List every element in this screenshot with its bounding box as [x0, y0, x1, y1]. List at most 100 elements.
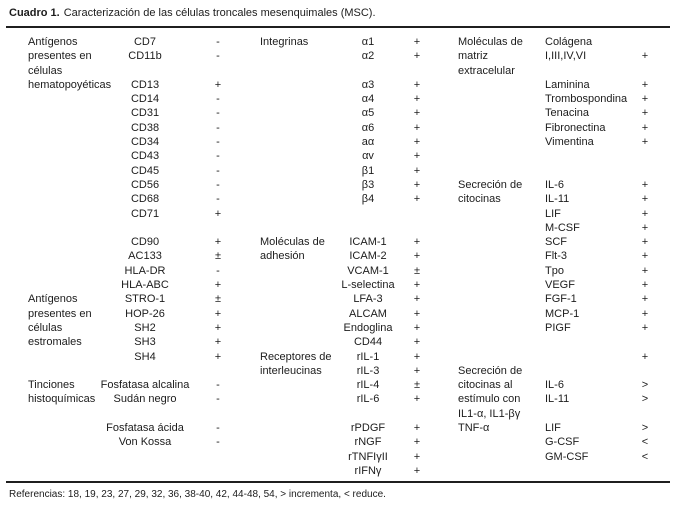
- s1-value: -: [216, 193, 220, 206]
- s1-category-label: presentes en: [28, 307, 92, 320]
- s3-item-label: VEGF: [545, 279, 575, 292]
- s1-value: -: [216, 393, 220, 406]
- s3-item-label: Colágena: [545, 36, 593, 48]
- s3-value: +: [641, 178, 649, 191]
- s1-item-label: HOP-26: [125, 307, 165, 320]
- s1-category-label: células: [28, 64, 63, 77]
- s3-category-label: TNF-α: [458, 422, 490, 435]
- s1-category-label: Tinciones: [28, 379, 75, 392]
- s3-item-label: I,III,IV,VI: [545, 50, 587, 63]
- s1-item-label: AC133: [128, 250, 162, 263]
- s2-item-label: rNGF: [354, 436, 382, 449]
- s2-value: +: [413, 336, 421, 349]
- s3-value: +: [641, 350, 649, 363]
- s1-value: -: [216, 264, 220, 277]
- s2-value: +: [413, 107, 421, 120]
- s1-value: +: [214, 78, 222, 91]
- s2-value: +: [413, 350, 421, 363]
- s1-value: +: [214, 279, 222, 292]
- s3-item-label: SCF: [545, 236, 567, 249]
- s2-value: +: [413, 136, 421, 149]
- s3-value: +: [641, 107, 649, 120]
- s1-category-label: células: [28, 321, 63, 334]
- s1-value: -: [216, 36, 220, 48]
- s1-value: -: [216, 178, 220, 191]
- s3-item-label: Tpo: [545, 264, 564, 277]
- s3-item-label: FGF-1: [545, 293, 577, 306]
- s2-value: +: [413, 236, 421, 249]
- references-note: Referencias: 18, 19, 23, 27, 29, 32, 36,…: [9, 489, 386, 500]
- s1-item-label: Fosfatasa alcalina: [100, 379, 190, 392]
- s2-value: ±: [413, 264, 421, 277]
- s3-value: >: [641, 422, 649, 435]
- s1-value: +: [214, 207, 222, 220]
- s2-value: +: [413, 307, 421, 320]
- s2-value: +: [413, 50, 421, 63]
- s1-category-label: Antígenos: [28, 293, 78, 306]
- s2-item-label: rIL-1: [356, 350, 380, 363]
- s3-value: +: [641, 207, 649, 220]
- s2-item-label: aα: [361, 136, 375, 149]
- s1-value: +: [214, 321, 222, 334]
- s3-value: +: [641, 264, 649, 277]
- s1-category-label: estromales: [28, 336, 82, 349]
- s3-value: <: [641, 450, 649, 463]
- s3-item-label: Fibronectina: [545, 121, 606, 134]
- s2-item-label: rTNFIγII: [348, 450, 388, 463]
- s2-value: +: [413, 364, 421, 377]
- s3-item-label: Flt-3: [545, 250, 567, 263]
- s2-value: +: [413, 279, 421, 292]
- s1-value: -: [216, 436, 220, 449]
- s2-item-label: α1: [361, 36, 375, 48]
- s1-item-label: CD38: [130, 121, 160, 134]
- s3-category-label: estímulo con: [458, 393, 521, 406]
- s2-item-label: rPDGF: [350, 422, 386, 435]
- s3-value: +: [641, 279, 649, 292]
- s3-value: <: [641, 436, 649, 449]
- s2-item-label: rIL-6: [356, 393, 380, 406]
- s3-item-label: G-CSF: [545, 436, 580, 449]
- bottom-rule: [6, 481, 670, 483]
- s2-value: +: [413, 321, 421, 334]
- s3-category-label: Moléculas de: [458, 36, 523, 48]
- s1-item-label: CD14: [130, 93, 160, 106]
- s2-item-label: rIL-3: [356, 364, 380, 377]
- s1-value: +: [214, 336, 222, 349]
- s2-item-label: LFA-3: [353, 293, 383, 306]
- s2-item-label: L-selectina: [341, 279, 395, 292]
- s1-item-label: CD13: [130, 78, 160, 91]
- s3-value: >: [641, 379, 649, 392]
- s2-value: +: [413, 164, 421, 177]
- s3-value: +: [641, 78, 649, 91]
- s2-value: +: [413, 393, 421, 406]
- s3-item-label: PIGF: [545, 321, 571, 334]
- s1-item-label: STRO-1: [124, 293, 166, 306]
- s1-item-label: CD7: [133, 36, 156, 48]
- s1-value: -: [216, 136, 220, 149]
- s2-item-label: ALCAM: [349, 307, 387, 320]
- s2-value: +: [413, 193, 421, 206]
- s2-item-label: α2: [361, 50, 375, 63]
- s1-item-label: Fosfatasa ácida: [106, 422, 184, 435]
- s3-value: +: [641, 250, 649, 263]
- s2-category-label: Receptores de: [260, 350, 332, 363]
- s2-value: +: [413, 250, 421, 263]
- s2-value: +: [413, 93, 421, 106]
- s1-item-label: CD45: [130, 164, 160, 177]
- s1-item-label: Von Kossa: [118, 436, 172, 449]
- s3-item-label: IL-11: [545, 193, 570, 206]
- s2-value: +: [413, 293, 421, 306]
- s2-category-label: adhesión: [260, 250, 305, 263]
- s2-category-label: Integrinas: [260, 36, 309, 48]
- s1-value: +: [214, 236, 222, 249]
- s1-item-label: CD90: [130, 236, 160, 249]
- s3-category-label: IL1-α, IL1-βγ: [458, 407, 521, 420]
- s2-value: +: [413, 464, 421, 477]
- s1-value: -: [216, 422, 220, 435]
- s1-item-label: SH2: [134, 321, 156, 334]
- table-caption-text: Caracterización de las células troncales…: [63, 7, 376, 19]
- s1-value: -: [216, 93, 220, 106]
- s2-item-label: CD44: [353, 336, 383, 349]
- s3-category-label: matriz: [458, 50, 488, 63]
